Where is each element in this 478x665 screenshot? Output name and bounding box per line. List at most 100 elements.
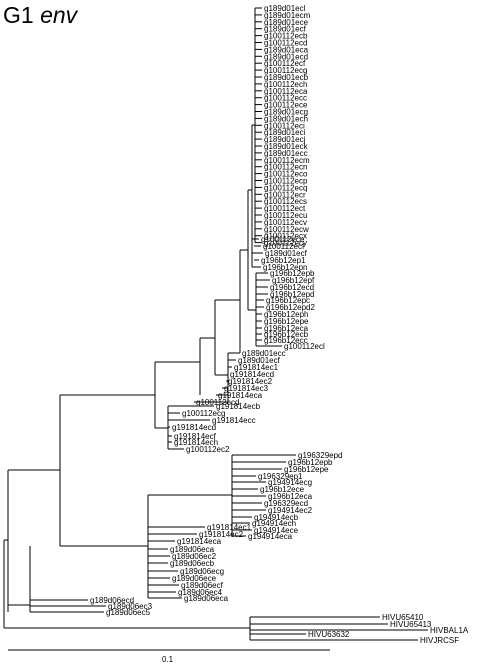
tip-label: g196b12ece (260, 485, 305, 494)
tip-label: g194914ecb (254, 513, 299, 522)
tip-label: g196b12ecb (264, 330, 309, 339)
tip-label: g100112ecq (264, 183, 307, 192)
tip-label: g100112ecs (264, 197, 307, 206)
tip-label: g100112ece (264, 101, 308, 110)
tip-label: g100112ecl (284, 342, 325, 351)
tip-label: g189d01ecc (242, 349, 286, 358)
tip-label: g100112eca (264, 87, 308, 96)
tip-label: g100112eci (264, 121, 305, 130)
tip-label: g196b12epb (270, 269, 315, 278)
tip-label: g189d06ece (172, 574, 217, 583)
tip-label: g100112ecn (264, 163, 307, 172)
title-sample: G1 (3, 2, 34, 28)
tip-label: g189d06ec3 (108, 602, 153, 611)
tip-label: g196b12eca (264, 324, 309, 333)
tip-label: g194914ecg (268, 478, 312, 487)
tip-label: g196b12eph (264, 310, 309, 319)
tip-label: g196b12epb (288, 458, 333, 467)
tip-label: g100112ecd (196, 398, 239, 407)
tip-label: g100112ecd (264, 39, 307, 48)
tip-label: g196b12ep1 (261, 256, 306, 265)
tip-label: g100112ecy (264, 239, 307, 248)
tip-label: g189d01eca (264, 45, 309, 54)
title-gene: env (40, 2, 78, 28)
tip-label: g194914eca (248, 532, 293, 541)
tip-label: g189d01ech (264, 114, 308, 123)
tip-label: g196b12ecd (270, 283, 314, 292)
tip-label: g100112ect (264, 204, 306, 213)
tip-label: HIVU65410 (382, 613, 424, 622)
tip-label: g194914ec2 (268, 506, 313, 515)
tip-label: HIVU63632 (308, 630, 350, 639)
tip-label: g189d06ecd (90, 596, 134, 605)
tip-label: g189d01ecl (264, 4, 306, 13)
tip-label: g191814ec1 (234, 363, 279, 372)
tip-label: g191814ecf (174, 432, 217, 441)
tip-label: g189d06ec5 (106, 608, 151, 617)
tip-label: g100112ecc (264, 94, 307, 103)
tip-label: g100112ecp (264, 177, 308, 186)
tip-label: g196b12epc (266, 296, 310, 305)
tip-label: g100112ecg (264, 66, 307, 75)
tip-label: g100112ecm (264, 156, 310, 165)
tip-label: HIVBAL1A (430, 626, 469, 635)
tip-label: g189d06ecb (170, 559, 215, 568)
tip-label: g100112ecf (263, 242, 305, 251)
tip-label: g100112ecu (264, 211, 307, 220)
tip-label: g191814ecb (216, 402, 261, 411)
tip-label: g100112ecv (264, 218, 307, 227)
tip-label: g189d01eci (264, 128, 306, 137)
tip-label: g191814ecd (230, 370, 274, 379)
tip-label: g194914ech (252, 519, 296, 528)
tip-label: g194914ece (254, 526, 299, 535)
tip-label: g196b12epe (264, 317, 309, 326)
tip-label: g189d06eca (184, 594, 229, 603)
tip-label: g189d01ecj (264, 135, 306, 144)
tip-label: g196b12epd (270, 290, 315, 299)
tip-label: g191814ec2 (199, 530, 244, 539)
tip-label: g189d01ecf (264, 25, 307, 34)
tip-label: g189d06ecg (180, 567, 224, 576)
tip-label: g196b12eca (268, 492, 313, 501)
tip-label: g189d01ecd (264, 52, 308, 61)
tip-label: g196329epd (298, 451, 343, 460)
tip-label: g196b12epe (284, 465, 329, 474)
tip-label: g189d01ece (264, 18, 309, 27)
tip-label: g191814ecc (212, 416, 256, 425)
tip-label: g100112ecr (264, 190, 306, 199)
tip-label: g191814ecd (172, 423, 216, 432)
tip-label: g100112ecf (264, 59, 306, 68)
tip-label: g189d06eca (170, 545, 215, 554)
tip-label: g196b12ecc (264, 336, 308, 345)
tip-label: g189d01ecg (264, 108, 308, 117)
tip-label: g189d01ecb (264, 73, 309, 82)
tip-label: g191814ec2 (228, 377, 273, 386)
scale-bar-label: 0.1 (162, 655, 174, 664)
tip-label: g189d06ecf (181, 581, 224, 590)
tip-label: g196329ecd (264, 499, 308, 508)
tip-label: g196329ep1 (258, 472, 303, 481)
tip-label: g100112ech (264, 80, 307, 89)
tip-label: g189d01ecc (264, 149, 308, 158)
tip-label: g100112ecx (264, 232, 307, 241)
tip-label: g189d06ec4 (178, 588, 223, 597)
tip-label: g189d01eck (264, 142, 309, 151)
tip-label: g191814eca (218, 391, 263, 400)
tip-label: g191814ech (174, 438, 218, 447)
tip-label: g189d01ecf (265, 249, 308, 258)
tip-label: g100112eco (264, 170, 308, 179)
tip-label: g100112ecw (264, 225, 309, 234)
tip-label: HIVU65413 (390, 620, 432, 629)
tip-label: g191814eca (177, 537, 222, 546)
tip-label: g196b12epd2 (266, 303, 315, 312)
tip-label: g100112ece (261, 235, 305, 244)
tip-label: g189d01ecm (264, 11, 311, 20)
tip-label: g100112ecg (182, 409, 225, 418)
tip-label: g100112ecb (264, 32, 308, 41)
tip-label: HIVJRCSF (420, 636, 459, 645)
tip-label: g196b12epn (263, 263, 308, 272)
tip-label: g189d01ecf (238, 356, 281, 365)
tip-label: g191814ec1 (207, 523, 252, 532)
tip-label: g191814ec3 (224, 384, 269, 393)
